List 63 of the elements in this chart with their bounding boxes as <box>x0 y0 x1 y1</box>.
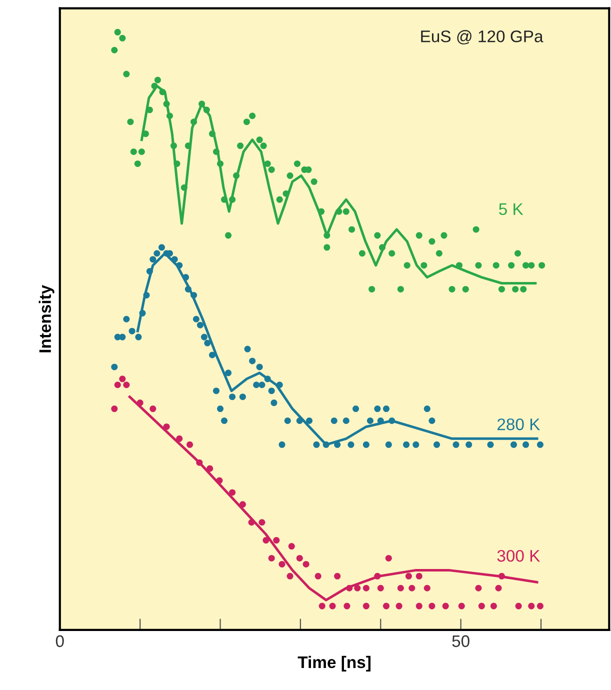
point <box>288 543 295 550</box>
point <box>416 572 422 580</box>
x-axis-title: Time [ns] <box>298 656 370 672</box>
point <box>329 602 336 610</box>
point <box>498 572 505 580</box>
y-axis-title: Intensity <box>38 284 54 352</box>
point <box>397 584 404 592</box>
point <box>229 489 236 496</box>
point <box>408 584 416 592</box>
point <box>458 602 465 610</box>
point <box>136 400 144 406</box>
point <box>239 501 246 508</box>
point <box>302 560 310 568</box>
point <box>296 554 303 562</box>
point <box>528 602 535 610</box>
point <box>314 572 322 580</box>
point <box>377 584 384 592</box>
point <box>536 602 544 610</box>
point <box>318 602 326 610</box>
series-label: 280 K <box>497 418 540 430</box>
annotation: EuS @ 120 GPa <box>421 30 544 44</box>
point <box>114 382 121 388</box>
point <box>268 554 275 562</box>
point <box>442 602 449 610</box>
point <box>428 602 436 610</box>
point <box>278 560 286 568</box>
point <box>374 572 381 580</box>
point <box>119 376 126 382</box>
point <box>123 382 130 388</box>
point <box>248 519 255 526</box>
point <box>416 602 422 610</box>
point <box>111 406 118 412</box>
point <box>354 584 361 592</box>
point <box>163 423 170 430</box>
point <box>206 465 214 472</box>
point <box>475 584 482 592</box>
point <box>382 602 390 610</box>
point <box>362 602 370 610</box>
x-tick-label: 50 <box>452 635 470 648</box>
point <box>405 572 412 580</box>
point <box>396 602 402 610</box>
point <box>478 602 485 610</box>
point <box>186 441 194 448</box>
point <box>495 584 502 592</box>
point <box>362 584 370 592</box>
point <box>346 584 353 592</box>
series-label: 5 K <box>499 203 524 216</box>
point <box>286 572 294 580</box>
point <box>490 602 497 610</box>
point <box>515 602 522 610</box>
point <box>385 554 392 562</box>
point <box>344 602 350 610</box>
point <box>258 519 266 526</box>
point <box>196 459 203 466</box>
point <box>273 537 280 544</box>
point <box>150 406 156 412</box>
point <box>424 584 430 592</box>
point <box>262 537 270 544</box>
series-label: 300 K <box>497 550 540 562</box>
x-tick-label: 0 <box>56 635 64 648</box>
point <box>334 572 341 580</box>
point <box>176 435 183 442</box>
point <box>216 477 223 484</box>
